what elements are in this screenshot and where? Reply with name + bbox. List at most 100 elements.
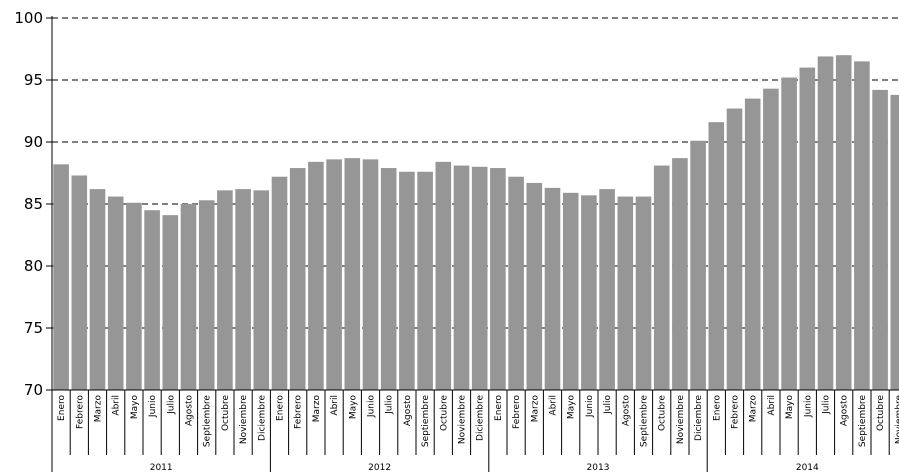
x-tick-label: Enero (57, 395, 67, 421)
bar-2011-noviembre (235, 189, 251, 390)
x-tick-label: Abril (549, 395, 559, 416)
bar-2014-abril (763, 88, 779, 391)
bar-2011-enero (53, 164, 69, 390)
x-tick-label: Abril (330, 395, 340, 416)
bar-2014-septiembre (854, 61, 870, 391)
year-label-2013: 2013 (587, 463, 610, 472)
x-tick-label: Marzo (312, 395, 322, 423)
y-tick-label: 95 (24, 71, 43, 89)
x-tick-label: Diciembre (694, 395, 704, 441)
bar-2011-diciembre (253, 190, 270, 390)
x-tick-label: Mayo (785, 395, 795, 420)
bar-2013-enero (490, 168, 506, 390)
x-tick-label: Julio (603, 395, 613, 415)
x-tick-label: Octubre (658, 395, 668, 431)
bar-2013-noviembre (672, 158, 688, 390)
year-label-2014: 2014 (796, 463, 819, 472)
x-tick-label: Noviembre (894, 395, 899, 445)
y-tick-label: 90 (24, 133, 43, 151)
y-tick-label: 80 (24, 257, 43, 275)
bar-2014-enero (708, 122, 725, 390)
bar-2014-febrero (726, 108, 743, 391)
x-tick-label: Diciembre (476, 395, 486, 441)
x-tick-label: Abril (112, 395, 122, 416)
bar-2011-agosto (180, 204, 197, 390)
year-label-2011: 2011 (150, 463, 173, 472)
x-tick-label: Mayo (348, 395, 358, 420)
bar-2012-octubre (435, 161, 452, 390)
x-tick-label: Julio (822, 395, 832, 415)
y-tick-label: 75 (24, 319, 43, 337)
bar-2014-octubre (872, 89, 888, 391)
labels: 70 75 80 85 90 95 100 Enero Febrero Marzo Abril May… (14, 9, 899, 472)
x-tick-label: Febrero (75, 395, 85, 429)
bar-2012-junio (362, 159, 379, 390)
bar-2013-abril (544, 187, 561, 390)
bar-2012-enero (271, 176, 288, 390)
x-tick-label: Noviembre (458, 395, 468, 445)
bar-2012-septiembre (417, 171, 433, 390)
y-tick-label: 70 (24, 381, 43, 399)
x-tick-label: Octubre (439, 395, 449, 431)
x-tick-label: Octubre (221, 395, 231, 431)
bar-2013-septiembre (635, 196, 652, 390)
x-tick-label: Agosto (621, 395, 631, 427)
x-tick-label: Febrero (512, 395, 522, 429)
x-tick-label: Julio (166, 395, 176, 415)
bar-2013-diciembre (690, 140, 706, 390)
bar-2011-octubre (217, 190, 233, 390)
y-tick-label: 85 (24, 195, 43, 213)
bar-2013-febrero (508, 176, 524, 390)
bar-2013-agosto (617, 196, 634, 390)
y-tick-label: 100 (14, 9, 43, 27)
x-tick-label: Septiembre (203, 395, 213, 448)
x-tick-label: Junio (585, 395, 595, 419)
bar-2011-septiembre (198, 200, 215, 390)
x-tick-label: Agosto (185, 395, 195, 427)
bar-2011-julio (162, 215, 179, 390)
bar-2011-junio (144, 210, 160, 390)
bar-2011-mayo (126, 202, 142, 390)
bar-2012-febrero (289, 168, 306, 390)
x-tick-label: Febrero (731, 395, 741, 429)
x-tick-label: Marzo (749, 395, 759, 423)
x-tick-label: Julio (385, 395, 395, 415)
x-tick-label: Junio (803, 395, 813, 419)
year-label-2012: 2012 (368, 463, 391, 472)
x-tick-label: Enero (494, 395, 504, 421)
bar-2013-marzo (526, 182, 543, 390)
x-tick-label: Mayo (567, 395, 577, 420)
bar-2011-febrero (71, 175, 88, 390)
bar-2013-octubre (653, 165, 670, 390)
x-tick-label: Junio (148, 395, 158, 419)
bar-2013-julio (599, 189, 615, 390)
bar-2013-mayo (562, 192, 579, 390)
x-tick-label: Septiembre (640, 395, 650, 448)
x-tick-label: Febrero (294, 395, 304, 429)
bar-2012-mayo (344, 158, 361, 390)
bar-2012-marzo (308, 161, 324, 390)
x-tick-label: Marzo (94, 395, 104, 423)
bar-2014-noviembre (890, 94, 899, 390)
x-tick-label: Mayo (130, 395, 140, 420)
bar-2014-marzo (744, 98, 761, 390)
bars (53, 55, 899, 391)
bar-2014-mayo (781, 77, 797, 391)
bar-2012-noviembre (453, 165, 470, 390)
x-tick-label: Noviembre (239, 395, 249, 445)
x-tick-label: Septiembre (421, 395, 431, 448)
x-tick-label: Agosto (840, 395, 850, 427)
bar-2012-agosto (399, 171, 415, 390)
x-tick-label: Enero (276, 395, 286, 421)
axes (46, 16, 899, 472)
bar-2014-junio (799, 67, 816, 390)
x-tick-label: Abril (767, 395, 777, 416)
bar-2011-marzo (89, 189, 106, 390)
bar-2014-julio (817, 56, 834, 390)
bar-2012-julio (380, 168, 397, 390)
bar-2012-diciembre (471, 166, 488, 390)
x-tick-label: Diciembre (257, 395, 267, 441)
x-tick-label: Marzo (530, 395, 540, 423)
bar-2012-abril (326, 159, 342, 390)
